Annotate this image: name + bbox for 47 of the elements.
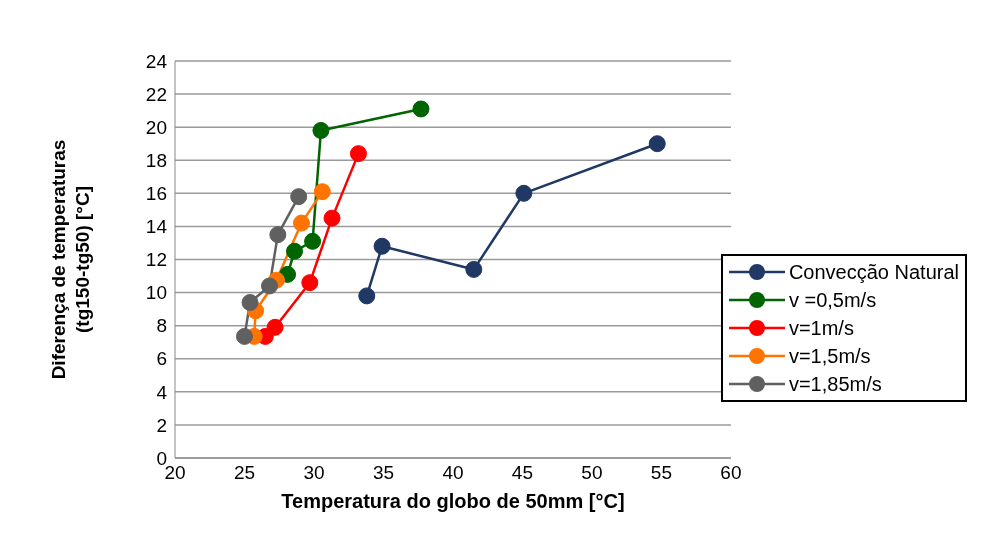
- legend-label: v=1m/s: [788, 316, 854, 340]
- y-tick-label: 10: [145, 282, 167, 304]
- x-tick-label: 55: [650, 462, 672, 484]
- y-tick-label: 12: [145, 249, 167, 271]
- x-tick-label: 40: [442, 462, 464, 484]
- legend-label: v=1,5m/s: [788, 344, 871, 368]
- x-tick-label: 30: [303, 462, 325, 484]
- point: [312, 121, 330, 139]
- point: [323, 209, 341, 227]
- y-tick-label: 20: [145, 116, 167, 138]
- y-tick-label: 16: [145, 183, 167, 205]
- point: [235, 327, 253, 345]
- y-tick-label: 24: [145, 50, 168, 72]
- point: [358, 287, 376, 305]
- point: [313, 183, 331, 201]
- point: [269, 226, 287, 244]
- point: [301, 274, 319, 292]
- x-tick-label: 25: [233, 462, 256, 484]
- point: [286, 242, 304, 260]
- point: [373, 237, 391, 255]
- point: [515, 184, 533, 202]
- point: [304, 232, 322, 250]
- legend-label: v =0,5m/s: [788, 288, 877, 312]
- point: [412, 100, 430, 118]
- legend-label: Convecção Natural: [788, 260, 959, 284]
- point: [290, 188, 308, 206]
- point: [349, 145, 367, 163]
- y-tick-label: 18: [145, 149, 167, 171]
- y-tick-label: 6: [156, 348, 167, 370]
- x-tick-label: 60: [720, 462, 742, 484]
- y-tick-label: 8: [156, 315, 167, 337]
- point: [266, 318, 284, 336]
- y-tick-label: 4: [156, 381, 168, 403]
- legend-label: v=1,85m/s: [788, 372, 882, 396]
- y-tick-label: 14: [145, 216, 168, 238]
- x-axis-title: Temperatura do globo de 50mm [°C]: [281, 490, 625, 512]
- y-axis-title: Diferença de temperaturas (tg150-tg50) [°C]: [48, 139, 93, 380]
- x-tick-label: 45: [511, 462, 534, 484]
- point: [465, 260, 483, 278]
- point: [241, 294, 259, 312]
- y-tick-label: 22: [145, 83, 167, 105]
- x-tick-label: 35: [372, 462, 395, 484]
- point: [292, 214, 310, 232]
- y-tick-label: 2: [156, 414, 167, 436]
- x-tick-label: 50: [581, 462, 603, 484]
- point: [648, 135, 666, 153]
- point: [261, 277, 278, 295]
